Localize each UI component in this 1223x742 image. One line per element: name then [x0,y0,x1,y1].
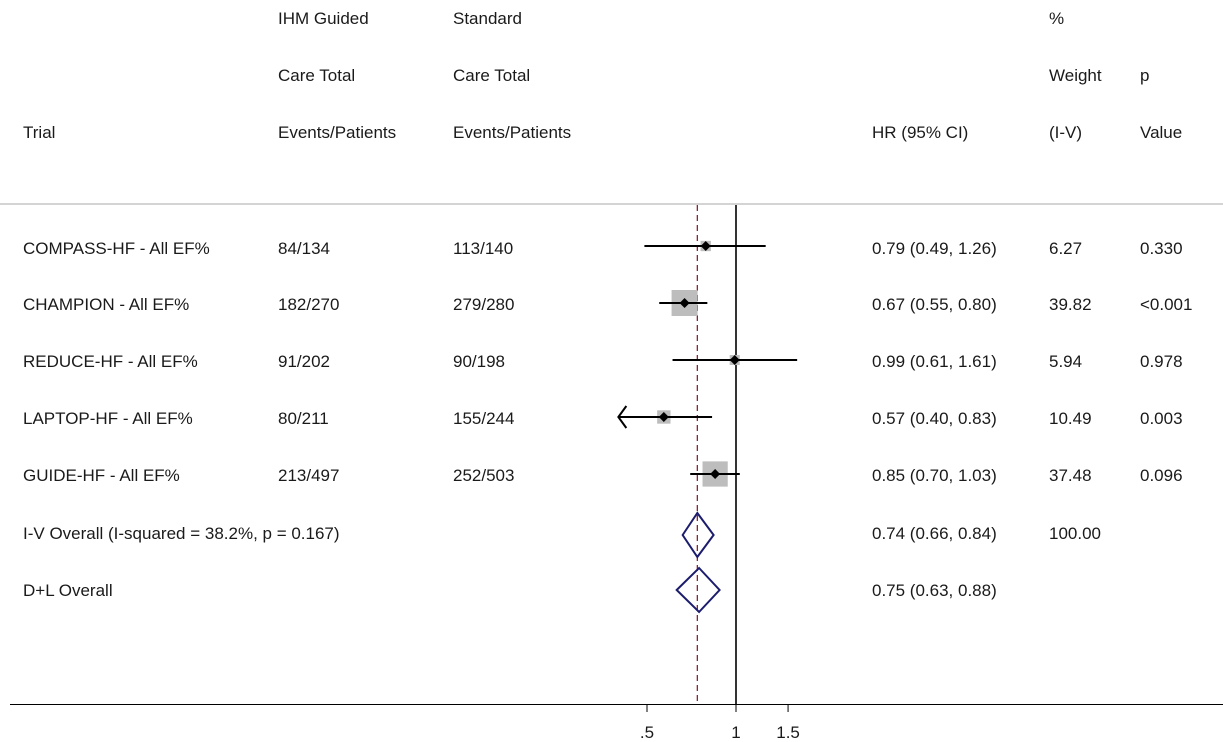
row-ihm: 213/497 [278,466,340,485]
header-divider [0,203,1223,205]
row-label: CHAMPION - All EF% [23,295,190,314]
row-p: 0.330 [1140,239,1183,258]
row-p: 0.096 [1140,466,1183,485]
row-std: 90/198 [453,352,505,371]
row-p: <0.001 [1140,295,1193,314]
row-ihm: 84/134 [278,239,330,258]
row-hr: 0.57 (0.40, 0.83) [872,409,997,428]
row-p: 0.003 [1140,409,1183,428]
row-std: 155/244 [453,409,515,428]
overall-hr: 0.75 (0.63, 0.88) [872,581,997,600]
header-weight-line3: (I-V) [1049,123,1083,142]
header-hr: HR (95% CI) [872,123,969,142]
header-ihm-line3: Events/Patients [278,123,397,142]
pooled-diamond [675,566,721,614]
row-p: 0.978 [1140,352,1183,371]
overall-weight: 100.00 [1049,524,1101,543]
row-ihm: 182/270 [278,295,340,314]
ci-arrow [617,405,628,429]
header-ihm-line2: Care Total [278,66,356,85]
x-tick-label: .5 [640,723,654,742]
point-estimate [658,412,669,422]
row-hr: 0.67 (0.55, 0.80) [872,295,997,314]
overall-hr: 0.74 (0.66, 0.84) [872,524,997,543]
row-std: 279/280 [453,295,515,314]
point-estimate [700,241,711,251]
overall-label: I-V Overall (I-squared = 38.2%, p = 0.16… [23,524,340,543]
header-p-line1: p [1140,66,1150,85]
row-weight: 37.48 [1049,466,1092,485]
row-hr: 0.85 (0.70, 1.03) [872,466,997,485]
row-weight: 6.27 [1049,239,1083,258]
point-estimate [729,355,740,365]
row-label: REDUCE-HF - All EF% [23,352,198,371]
header-std-line1: Standard [453,9,522,28]
row-label: LAPTOP-HF - All EF% [23,409,193,428]
row-hr: 0.79 (0.49, 1.26) [872,239,997,258]
row-weight: 10.49 [1049,409,1092,428]
header-std-line3: Events/Patients [453,123,572,142]
x-tick-label: 1.5 [776,723,800,742]
header-weight-line1: % [1049,9,1065,28]
header-ihm-line1: IHM Guided [278,9,369,28]
header-weight-line2: Weight [1049,66,1102,85]
row-label: GUIDE-HF - All EF% [23,466,180,485]
header-p-line2: Value [1140,123,1183,142]
header-std-line2: Care Total [453,66,531,85]
row-std: 252/503 [453,466,515,485]
header-trial: Trial [23,123,56,142]
x-axis-line [10,704,1223,705]
row-weight: 39.82 [1049,295,1092,314]
point-estimate [679,298,690,308]
row-ihm: 91/202 [278,352,330,371]
row-ihm: 80/211 [278,409,329,428]
row-weight: 5.94 [1049,352,1083,371]
point-estimate [710,469,721,479]
overall-label: D+L Overall [23,581,113,600]
x-tick-label: 1 [731,723,740,742]
row-label: COMPASS-HF - All EF% [23,239,210,258]
row-hr: 0.99 (0.61, 1.61) [872,352,997,371]
pooled-diamond [681,511,715,559]
row-std: 113/140 [453,239,514,258]
